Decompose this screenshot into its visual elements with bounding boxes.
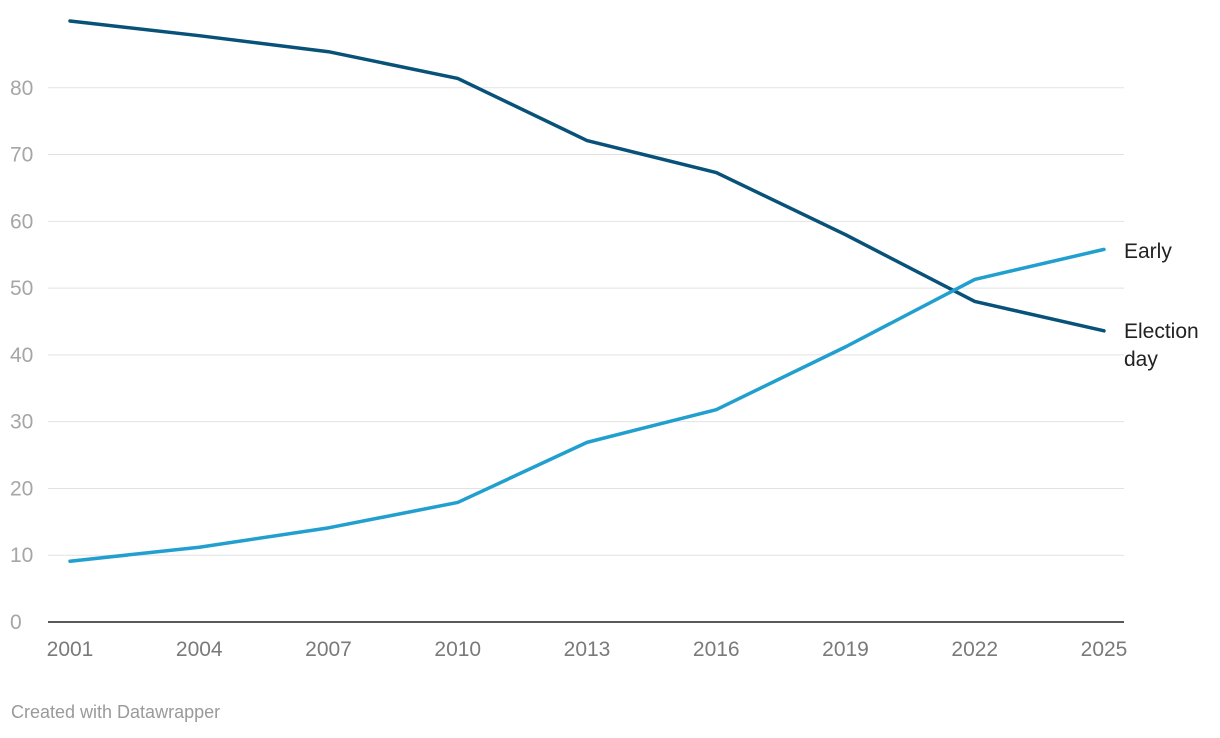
y-tick-label: 80: [10, 77, 33, 100]
x-tick-label: 2016: [693, 638, 740, 661]
y-tick-label: 0: [10, 611, 22, 634]
x-tick-label: 2010: [434, 638, 481, 661]
y-tick-label: 30: [10, 411, 33, 434]
x-tick-label: 2007: [305, 638, 352, 661]
gridlines: [48, 87, 1124, 623]
y-tick-label: 70: [10, 144, 33, 167]
x-tick-label: 2025: [1081, 638, 1128, 661]
series-line-election-day: [68, 19, 1106, 333]
y-axis-tick-labels: 0 10 20 30 40 50 60 70 80: [10, 77, 33, 634]
y-tick-label: 20: [10, 477, 33, 500]
y-tick-label: 40: [10, 344, 33, 367]
x-tick-label: 2019: [822, 638, 869, 661]
x-tick-label: 2013: [564, 638, 611, 661]
x-tick-label: 2004: [176, 638, 223, 661]
series-label-early: Early: [1124, 240, 1172, 263]
x-axis-tick-labels: 2001 2004 2007 2010 2013 2016 2019 2022 2025: [47, 638, 1128, 661]
y-tick-label: 60: [10, 210, 33, 233]
series-label-election-day-line1: Election: [1124, 320, 1199, 343]
footer-credit: Created with Datawrapper: [11, 702, 221, 722]
y-tick-label: 10: [10, 544, 33, 567]
y-tick-label: 50: [10, 277, 33, 300]
x-tick-label: 2022: [951, 638, 998, 661]
series-label-election-day-line2: day: [1124, 348, 1158, 371]
series-line-early: [68, 247, 1106, 563]
series-lines: [68, 19, 1106, 563]
series-labels: Early Election day: [1124, 240, 1199, 371]
x-tick-label: 2001: [47, 638, 94, 661]
